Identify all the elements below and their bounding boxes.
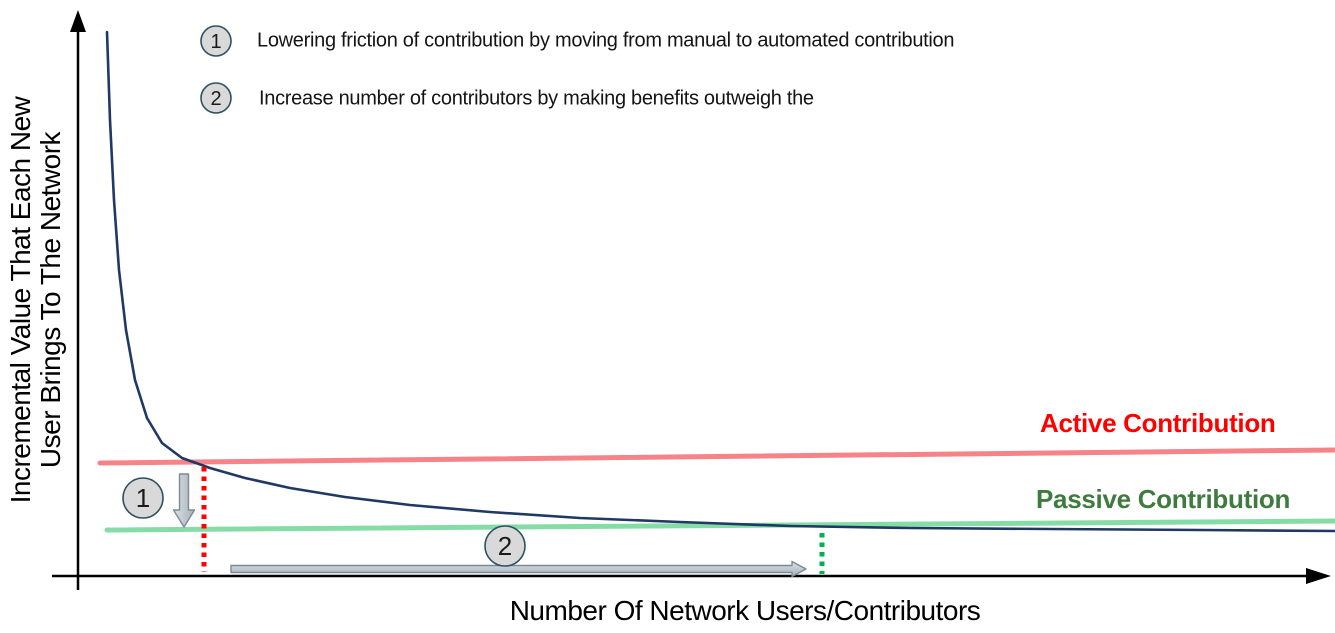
- y-axis-label-line2: User Brings To The Network: [35, 131, 66, 469]
- step-2-number: 2: [498, 531, 512, 561]
- step-2-circle: [484, 525, 526, 567]
- value-curve: [105, 30, 1335, 533]
- annotation-2-text: Increase number of contributors by makin…: [259, 87, 814, 110]
- y-axis-arrowhead-icon: [70, 10, 86, 32]
- annotation-1-circle: [200, 25, 232, 57]
- annotation-2-number: 2: [210, 88, 221, 110]
- right-arrow-icon: [230, 560, 807, 578]
- y-axis-label-line1: Incremental Value That Each New: [5, 96, 36, 504]
- step-1-number: 1: [136, 483, 150, 513]
- passive-contribution-line: [104, 518, 1335, 533]
- annotation-1-number: 1: [210, 31, 221, 53]
- annotation-1-text: Lowering friction of contribution by mov…: [257, 29, 955, 52]
- active-contribution-line: [97, 447, 1335, 466]
- step-1-circle: [122, 477, 164, 519]
- active-contribution-label: Active Contribution: [1040, 408, 1276, 438]
- passive-contribution-label: Passive Contribution: [1036, 484, 1291, 514]
- x-axis-label: Number Of Network Users/Contributors: [509, 595, 981, 626]
- x-axis-arrowhead-icon: [1306, 568, 1331, 584]
- down-arrow-icon: [172, 473, 196, 528]
- y-axis-label: Incremental Value That Each New User Bri…: [5, 20, 66, 580]
- annotation-2-circle: [200, 82, 232, 114]
